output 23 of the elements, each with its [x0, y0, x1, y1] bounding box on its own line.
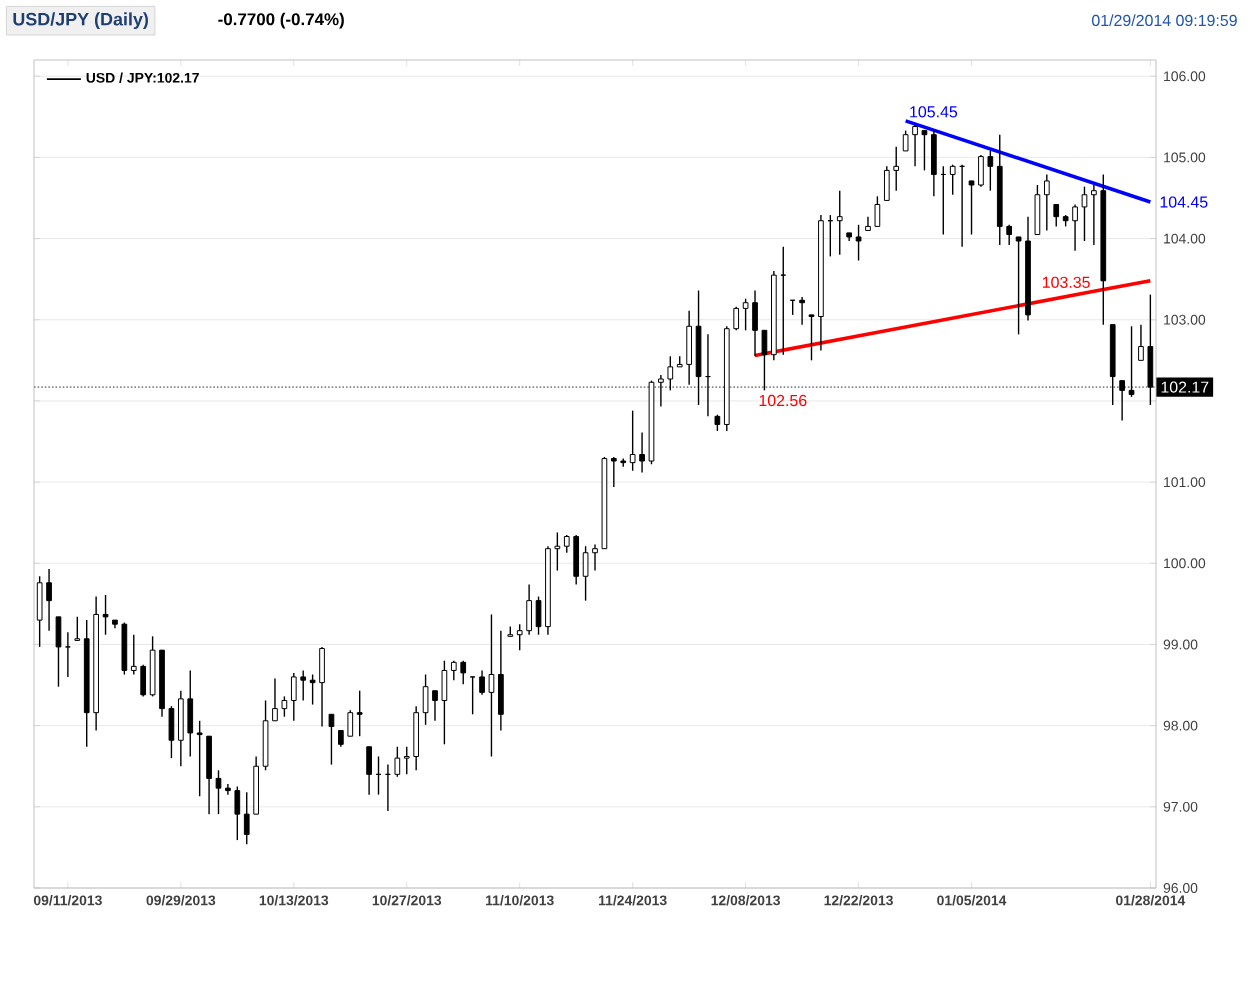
chart-subtitle: -0.7700 (-0.74%) — [218, 12, 344, 29]
candlestick — [356, 690, 363, 737]
candlestick — [1119, 379, 1125, 422]
chart-title: USD/JPY (Daily) — [13, 12, 148, 30]
candlestick — [498, 629, 504, 732]
candlestick — [836, 189, 843, 256]
candlestick — [366, 746, 372, 796]
candlestick — [1043, 173, 1050, 232]
candlestick — [855, 224, 862, 262]
candlestick — [949, 164, 956, 196]
candlestick — [196, 720, 203, 797]
candlestick — [780, 246, 787, 356]
candlestick — [102, 594, 109, 636]
candlestick — [55, 616, 62, 688]
candlestick — [394, 746, 401, 778]
candlestick — [931, 129, 937, 198]
candlestick — [74, 616, 81, 642]
candlestick — [799, 296, 805, 326]
candlestick — [1053, 203, 1060, 228]
candlestick — [1128, 325, 1135, 398]
candlestick — [469, 676, 476, 715]
candlestick — [328, 713, 335, 766]
candlestick — [1034, 184, 1041, 236]
